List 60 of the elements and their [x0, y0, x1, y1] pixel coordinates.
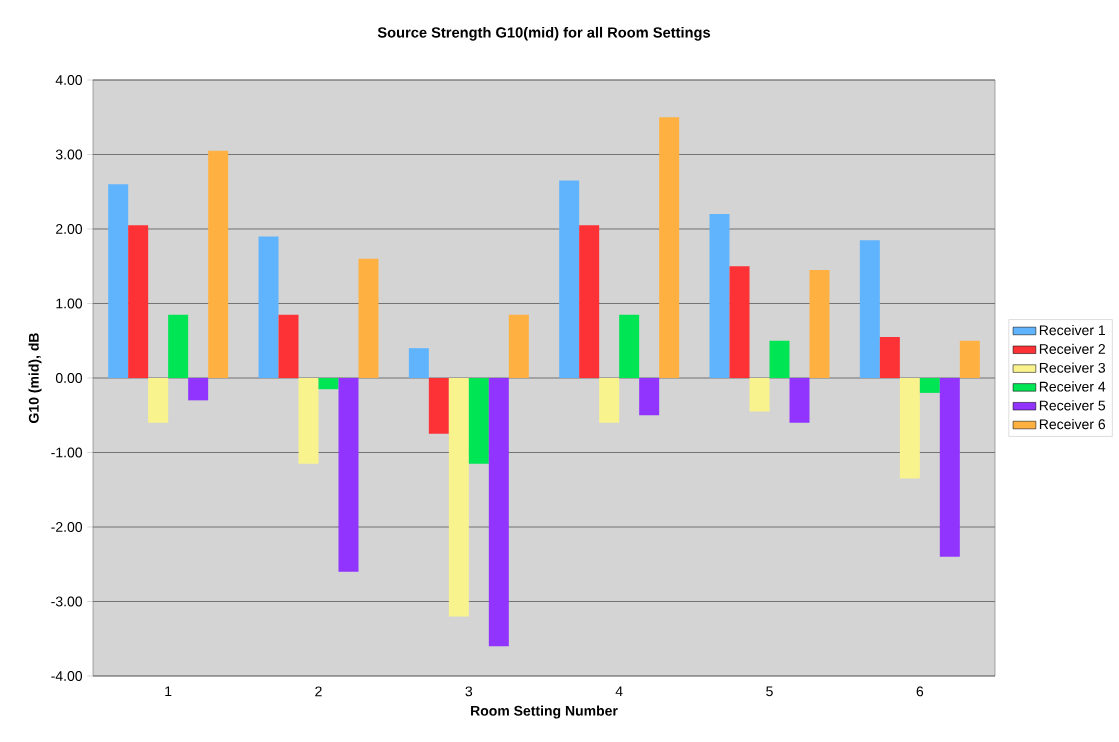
bar	[318, 378, 339, 390]
legend-label: Receiver 1	[1039, 324, 1105, 336]
bar	[338, 378, 359, 572]
bar	[488, 378, 509, 647]
x-axis-title: Room Setting Number	[471, 705, 618, 719]
chart-title: Source Strength G10(mid) for all Room Settings	[377, 26, 711, 41]
bar	[709, 214, 730, 378]
bar	[108, 184, 129, 378]
legend-label: Receiver 3	[1039, 362, 1106, 373]
x-tick-label: 4	[615, 686, 623, 697]
bar	[599, 378, 620, 423]
bar	[188, 378, 209, 401]
y-axis-title: G10 (mid), dB	[28, 333, 42, 423]
x-tick-label: 1	[165, 686, 172, 697]
bar	[959, 340, 980, 378]
bar	[148, 378, 169, 423]
legend-label: Receiver 6	[1039, 418, 1106, 430]
y-tick-label: 2.00	[56, 224, 83, 234]
bar	[128, 225, 149, 378]
bar	[899, 378, 920, 479]
bar	[298, 378, 319, 464]
bar	[448, 378, 469, 617]
bar	[508, 314, 529, 378]
bar	[639, 378, 660, 416]
bar	[769, 340, 790, 378]
bar	[208, 150, 229, 378]
bar	[619, 314, 640, 378]
x-tick-label: 5	[766, 686, 773, 697]
bar	[879, 337, 900, 378]
x-tick-label: 2	[315, 686, 322, 697]
x-tick-label: 6	[916, 686, 924, 697]
x-tick-label: 3	[465, 686, 473, 697]
legend-label: Receiver 5	[1039, 400, 1106, 411]
bar	[809, 269, 830, 378]
y-tick-label: -1.00	[51, 447, 83, 458]
bar	[659, 117, 680, 378]
y-tick-label: 1.00	[56, 298, 83, 309]
y-tick-label: -3.00	[51, 596, 83, 607]
bar	[729, 266, 750, 378]
y-tick-label: 3.00	[55, 149, 83, 160]
y-tick-label: -2.00	[51, 522, 83, 532]
bar	[579, 225, 600, 378]
bar	[559, 180, 580, 378]
bar	[428, 378, 449, 434]
legend-label: Receiver 2	[1039, 343, 1105, 354]
bar	[358, 258, 379, 378]
y-tick-label: -4.00	[51, 671, 83, 681]
bar	[919, 378, 940, 393]
bar	[789, 378, 810, 423]
bar	[278, 314, 299, 378]
bar	[859, 240, 880, 378]
legend-label: Receiver 4	[1039, 381, 1106, 392]
bar	[468, 378, 489, 464]
y-tick-label: 0.00	[55, 373, 83, 383]
bar	[258, 236, 279, 378]
bar	[408, 348, 429, 378]
bar	[749, 378, 770, 412]
bar	[168, 314, 189, 378]
bar	[939, 378, 960, 557]
y-tick-label: 4.00	[55, 75, 83, 85]
